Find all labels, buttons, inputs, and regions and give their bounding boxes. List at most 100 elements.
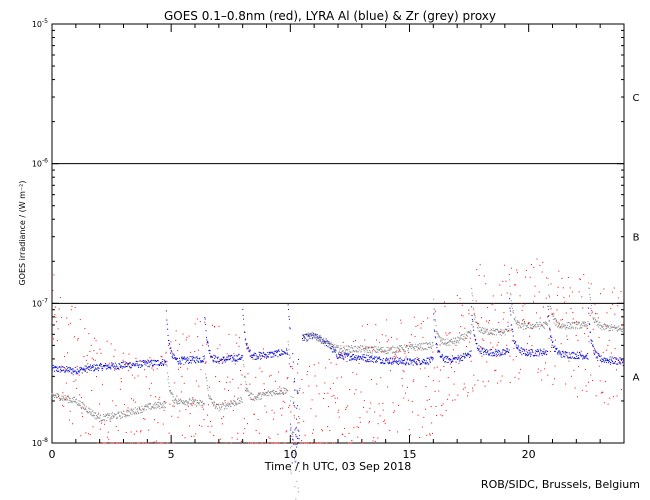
- series-point: [253, 354, 255, 356]
- series-point: [207, 394, 209, 396]
- series-point: [585, 385, 587, 387]
- series-point: [133, 365, 135, 367]
- y-axis-label: GOES irradiance / (W m⁻²): [18, 180, 27, 285]
- series-point: [157, 360, 159, 362]
- series-point: [99, 428, 101, 430]
- series-point: [295, 460, 297, 462]
- series-point: [301, 378, 303, 380]
- series-point: [72, 399, 74, 401]
- series-point: [366, 359, 368, 361]
- series-point: [153, 441, 155, 443]
- series-point: [454, 340, 456, 342]
- series-point: [520, 347, 522, 349]
- series-point: [393, 362, 395, 364]
- series-point: [620, 291, 622, 293]
- series-point: [426, 363, 428, 365]
- series-point: [600, 324, 602, 326]
- series-point: [332, 344, 334, 346]
- series-point: [519, 324, 521, 326]
- series-point: [98, 403, 100, 405]
- series-point: [465, 337, 467, 339]
- series-point: [578, 321, 580, 323]
- series-point: [592, 380, 594, 382]
- series-point: [395, 360, 397, 362]
- series-point: [522, 305, 524, 307]
- series-point: [514, 316, 516, 318]
- series-point: [501, 331, 503, 333]
- series-point: [410, 363, 412, 365]
- series-point: [260, 352, 262, 354]
- series-point: [78, 370, 80, 372]
- series-point: [413, 360, 415, 362]
- series-point: [411, 343, 413, 345]
- series-point: [367, 346, 369, 348]
- series-point: [417, 414, 419, 416]
- series-point: [227, 376, 229, 378]
- series-point: [328, 341, 330, 343]
- series-point: [519, 295, 521, 297]
- series-point: [432, 380, 434, 382]
- series-point: [77, 373, 79, 375]
- series-point: [435, 325, 437, 327]
- series-point: [603, 288, 605, 290]
- series-point: [80, 405, 82, 407]
- series-point: [228, 333, 230, 335]
- series-point: [244, 428, 246, 430]
- series-point: [81, 406, 83, 408]
- series-point: [241, 399, 243, 401]
- series-point: [233, 353, 235, 355]
- series-point: [272, 442, 274, 444]
- series-point: [82, 368, 84, 370]
- series-point: [312, 429, 314, 431]
- series-point: [357, 436, 359, 438]
- series-point: [228, 390, 230, 392]
- series-point: [268, 356, 270, 358]
- series-point: [250, 392, 252, 394]
- series-point: [434, 312, 436, 314]
- series-point: [434, 336, 436, 338]
- series-point: [129, 366, 131, 368]
- series-point: [100, 362, 102, 364]
- series-point: [292, 431, 294, 433]
- series-point: [417, 344, 419, 346]
- series-point: [406, 386, 408, 388]
- series-point: [186, 404, 188, 406]
- series-point: [51, 367, 53, 369]
- series-point: [478, 330, 480, 332]
- series-point: [303, 442, 305, 444]
- series-point: [606, 326, 608, 328]
- series-point: [397, 351, 399, 353]
- series-point: [541, 379, 543, 381]
- series-point: [545, 350, 547, 352]
- series-point: [543, 351, 545, 353]
- series-point: [297, 372, 299, 374]
- series-point: [572, 356, 574, 358]
- series-point: [213, 360, 215, 362]
- series-point: [67, 399, 69, 401]
- series-point: [484, 350, 486, 352]
- series-point: [391, 363, 393, 365]
- series-point: [317, 337, 319, 339]
- series-point: [401, 363, 403, 365]
- series-point: [264, 356, 266, 358]
- series-point: [375, 346, 377, 348]
- series-point: [289, 400, 291, 402]
- series-point: [55, 366, 57, 368]
- series-point: [599, 322, 601, 324]
- series-point: [263, 353, 265, 355]
- series-point: [530, 327, 532, 329]
- series-point: [495, 328, 497, 330]
- series-point: [64, 356, 66, 358]
- series-point: [612, 362, 614, 364]
- x-ticks: 0 5 10 15 20: [49, 24, 601, 461]
- series-point: [568, 295, 570, 297]
- series-point: [68, 419, 70, 421]
- series-point: [547, 374, 549, 376]
- series-point: [458, 356, 460, 358]
- series-point: [486, 320, 488, 322]
- series-point: [497, 382, 499, 384]
- series-point: [485, 353, 487, 355]
- series-point: [412, 380, 414, 382]
- series-point: [605, 359, 607, 361]
- series-point: [517, 320, 519, 322]
